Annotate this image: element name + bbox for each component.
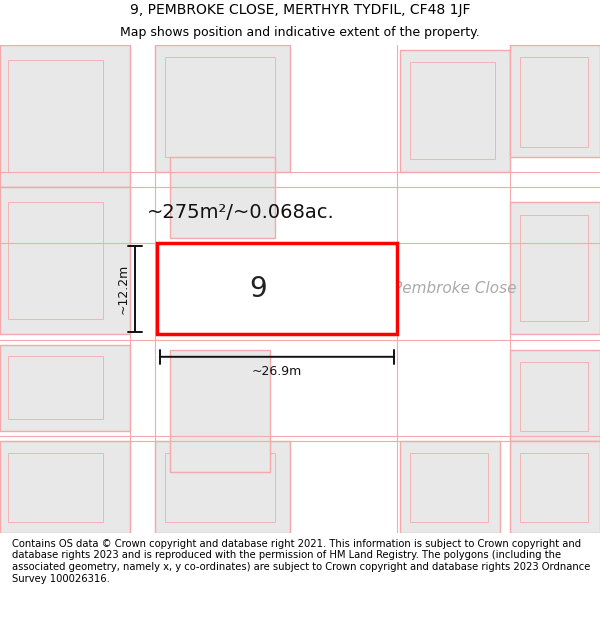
Bar bbox=[0, 344, 130, 431]
Text: ~12.2m: ~12.2m bbox=[117, 264, 130, 314]
Bar bbox=[8, 356, 103, 419]
Bar bbox=[170, 350, 270, 471]
Text: 9, PEMBROKE CLOSE, MERTHYR TYDFIL, CF48 1JF: 9, PEMBROKE CLOSE, MERTHYR TYDFIL, CF48 … bbox=[130, 3, 470, 17]
Text: Contains OS data © Crown copyright and database right 2021. This information is : Contains OS data © Crown copyright and d… bbox=[12, 539, 590, 584]
Text: Pembroke Close: Pembroke Close bbox=[393, 281, 517, 296]
Bar bbox=[410, 62, 495, 159]
Bar bbox=[510, 441, 600, 532]
Bar bbox=[0, 188, 130, 334]
Bar bbox=[520, 214, 588, 321]
Bar bbox=[510, 202, 600, 334]
Bar bbox=[510, 45, 600, 157]
Bar bbox=[0, 441, 130, 532]
Bar bbox=[170, 157, 275, 238]
Bar bbox=[400, 441, 500, 532]
Bar bbox=[520, 453, 588, 522]
Bar bbox=[8, 60, 103, 172]
Bar bbox=[165, 453, 275, 522]
Bar bbox=[510, 350, 600, 441]
Text: ~275m²/~0.068ac.: ~275m²/~0.068ac. bbox=[147, 203, 335, 222]
Text: 9: 9 bbox=[249, 275, 266, 302]
Bar bbox=[400, 50, 510, 172]
Bar bbox=[0, 45, 130, 188]
Bar bbox=[8, 453, 103, 522]
Bar bbox=[410, 453, 488, 522]
Bar bbox=[155, 45, 290, 172]
Bar bbox=[165, 57, 275, 157]
Text: Map shows position and indicative extent of the property.: Map shows position and indicative extent… bbox=[120, 26, 480, 39]
Bar bbox=[155, 441, 290, 532]
Bar bbox=[157, 243, 397, 334]
Text: ~26.9m: ~26.9m bbox=[252, 365, 302, 378]
Bar bbox=[520, 57, 588, 146]
Bar bbox=[8, 202, 103, 319]
Bar bbox=[520, 362, 588, 431]
